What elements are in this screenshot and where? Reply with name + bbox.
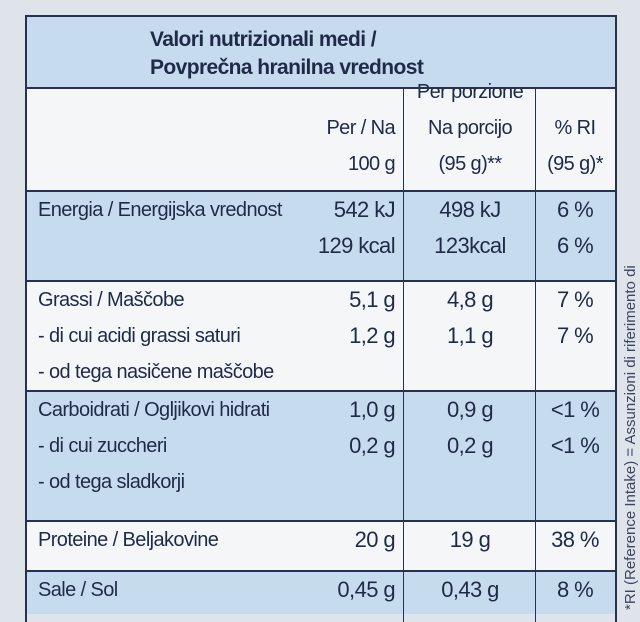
column-header: Per porzione	[416, 81, 524, 103]
cell-value: 7 %	[556, 287, 594, 312]
cell-value: 1,1 g	[447, 323, 494, 348]
cell-value: 4,8 g	[447, 287, 494, 312]
side-note: *RI (Reference Intake) = Assunzioni di r…	[622, 265, 639, 610]
border	[25, 15, 27, 622]
rule	[25, 390, 615, 392]
column-header: (95 g)**	[438, 153, 502, 175]
row-band	[25, 280, 615, 390]
column-header: 100 g	[347, 153, 396, 175]
cell-value: 498 kJ	[439, 197, 501, 222]
row-label: Energia / Energijska vrednost	[38, 199, 282, 221]
cell-value: 0,2 g	[349, 433, 396, 458]
row-label: - di cui zuccheri	[38, 435, 167, 457]
rule	[25, 190, 615, 192]
cell-value: 1,2 g	[349, 323, 396, 348]
cell-value: 7 %	[556, 323, 594, 348]
column-header: Per / Na	[326, 117, 395, 139]
cell-value: 123kcal	[434, 233, 506, 258]
title: Valori nutrizionali medi /	[150, 28, 377, 51]
rule	[25, 570, 615, 572]
title: Povprečna hranilna vrednost	[150, 56, 424, 79]
column-header-band	[25, 87, 615, 190]
rule	[25, 280, 615, 282]
cell-value: <1 %	[550, 433, 600, 458]
rule	[25, 15, 615, 17]
border	[615, 15, 617, 622]
cell-value: <1 %	[550, 397, 600, 422]
rule	[25, 520, 615, 522]
cell-value: 129 kcal	[317, 233, 396, 258]
column-header: (95 g)*	[547, 153, 603, 175]
row-label: Carboidrati / Ogljikovi hidrati	[38, 399, 270, 421]
row-label: - od tega nasičene maščobe	[38, 361, 274, 383]
row-band	[25, 190, 615, 280]
cell-value: 6 %	[556, 197, 594, 222]
row-label: Proteine / Beljakovine	[38, 529, 219, 551]
header-band	[25, 15, 615, 87]
cell-value: 0,43 g	[441, 577, 499, 602]
cell-value: 38 %	[551, 527, 599, 552]
cell-value: 0,9 g	[447, 397, 494, 422]
row-band	[25, 570, 615, 614]
column-header: Na porcijo	[427, 117, 513, 139]
cell-value: 20 g	[354, 527, 396, 552]
row-band	[25, 390, 615, 520]
cell-value: 6 %	[556, 233, 594, 258]
rule	[25, 87, 615, 89]
cell-value: 5,1 g	[349, 287, 396, 312]
cell-value: 8 %	[556, 577, 594, 602]
cell-value: 19 g	[449, 527, 491, 552]
column-header: % RI	[554, 117, 597, 139]
cell-value: 542 kJ	[333, 197, 396, 222]
row-label: - od tega sladkorji	[38, 471, 185, 493]
cell-value: 0,45 g	[337, 577, 395, 602]
row-label: Grassi / Maščobe	[38, 289, 185, 311]
row-label: Sale / Sol	[38, 579, 118, 601]
column-rule	[403, 87, 404, 622]
cell-value: 1,0 g	[349, 397, 396, 422]
row-label: - di cui acidi grassi saturi	[38, 325, 241, 347]
row-band	[25, 520, 615, 570]
column-rule	[535, 87, 536, 622]
cell-value: 0,2 g	[447, 433, 494, 458]
